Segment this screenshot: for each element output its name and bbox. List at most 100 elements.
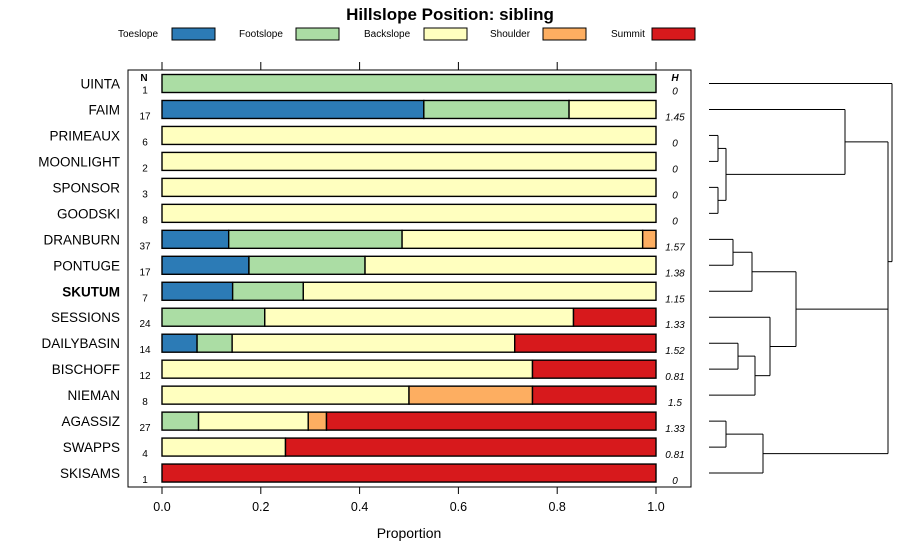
bar-segment-dranburn-footslope [227,229,403,250]
legend-label-shoulder: Shoulder [490,29,531,40]
bar-segment-moonlight-backslope [161,151,657,172]
h-value-goodski: 0 [672,216,678,227]
n-value-dailybasin: 14 [139,345,151,356]
row-label-sessions: SESSIONS [51,310,120,325]
bar-segment-sessions-backslope [264,307,575,327]
legend-swatch-backslope [423,27,468,41]
row-label-skutum: SKUTUM [62,284,120,299]
bar-segment-sessions-footslope [161,307,266,327]
x-axis: 0.0 0.2 0.4 0.6 0.8 1.0 [153,487,665,514]
bar-segment-sessions-summit [572,307,657,327]
legend-swatch-toeslope [171,27,216,41]
bar-segment-dailybasin-footslope [196,333,233,353]
top-axis-ticks [161,62,657,70]
n-value-sponsor: 3 [142,189,148,200]
legend-swatch-footslope [295,27,340,41]
n-value-agassiz: 27 [139,423,151,434]
bar-segment-bischoff-summit [531,359,657,379]
row-label-bischoff: BISCHOFF [52,362,120,377]
bar-segment-dailybasin-summit [514,333,657,353]
n-value-moonlight: 2 [142,163,148,174]
plot-panel [127,69,692,488]
bar-segment-faim-footslope [423,99,570,120]
bar-segment-dranburn-shoulder [641,229,657,250]
bar-segment-nieman-shoulder [408,385,534,405]
legend-swatch-shoulder [542,27,587,41]
n-value-goodski: 8 [142,215,148,226]
n-value-uinta: 1 [142,86,148,97]
row-labels: UINTA FAIM PRIMEAUX MOONLIGHT SPONSOR GOODSKI… [38,77,120,482]
bars [161,73,657,483]
x-tick-label: 0.8 [549,500,566,514]
row-label-dailybasin: DAILYBASIN [41,336,120,351]
h-column-header: H [671,73,679,84]
h-value-skisams: 0 [672,476,678,487]
bar-segment-dranburn-backslope [401,229,644,250]
h-value-nieman: 1.5 [668,398,682,409]
row-label-pontuge: PONTUGE [53,258,120,273]
bar-segment-pontuge-footslope [248,255,366,275]
n-value-skutum: 7 [142,293,148,304]
bar-segment-goodski-backslope [161,203,657,224]
n-value-nieman: 8 [142,397,148,408]
bar-segment-agassiz-backslope [197,411,309,431]
bar-segment-faim-backslope [568,99,657,120]
h-labels: 0 1.45 0 0 0 0 1.57 1.38 1.15 1.33 1.52 0.81 1.5 1.33… [665,87,685,488]
legend-label-backslope: Backslope [364,29,411,40]
x-tick-label: 0.6 [450,500,467,514]
h-value-bischoff: 0.81 [665,372,684,383]
n-value-pontuge: 17 [139,267,151,278]
h-value-pontuge: 1.38 [665,268,685,279]
h-value-faim: 1.45 [665,112,685,123]
dendrogram [709,83,893,474]
h-value-skutum: 1.15 [665,294,685,305]
row-label-goodski: GOODSKI [57,206,120,221]
n-value-bischoff: 12 [139,371,151,382]
legend-swatch-summit [651,27,696,41]
h-value-agassiz: 1.33 [665,424,685,435]
h-value-dailybasin: 1.52 [665,346,685,357]
bar-segment-nieman-backslope [161,385,410,405]
bar-segment-dailybasin-toeslope [161,333,198,353]
x-tick-label: 0.4 [351,500,368,514]
row-label-uinta: UINTA [81,77,121,92]
legend-label-summit: Summit [611,29,645,40]
row-label-nieman: NIEMAN [67,388,120,403]
bar-segment-skutum-backslope [302,281,657,301]
n-value-primeaux: 6 [142,137,148,148]
bar-segment-nieman-summit [531,385,657,405]
h-value-primeaux: 0 [672,138,678,149]
x-tick-label: 1.0 [647,500,664,514]
row-label-swapps: SWAPPS [63,440,120,455]
row-label-skisams: SKISAMS [60,466,120,481]
bar-segment-swapps-backslope [161,437,287,457]
h-value-dranburn: 1.57 [665,242,685,253]
n-value-dranburn: 37 [139,241,151,252]
n-value-faim: 17 [139,111,151,122]
row-label-sponsor: SPONSOR [52,180,120,195]
row-label-agassiz: AGASSIZ [61,414,120,429]
bar-segment-dranburn-toeslope [161,229,230,250]
bar-segment-agassiz-footslope [161,411,200,431]
chart-title: Hillslope Position: sibling [346,5,554,24]
bar-segment-skisams-summit [161,463,657,483]
row-label-moonlight: MOONLIGHT [38,154,120,169]
bar-segment-bischoff-backslope [161,359,534,379]
x-axis-title: Proportion [377,525,442,541]
bar-segment-faim-toeslope [161,99,425,120]
bar-segment-pontuge-toeslope [161,255,250,275]
row-label-dranburn: DRANBURN [43,232,120,247]
bar-segment-sponsor-backslope [161,177,657,198]
legend-label-footslope: Footslope [239,29,283,40]
row-label-faim: FAIM [88,102,120,117]
legend-label-toeslope: Toeslope [118,29,158,40]
bar-segment-skutum-footslope [231,281,304,301]
n-column-header: N [140,73,147,84]
bar-segment-primeaux-backslope [161,125,657,146]
bar-segment-agassiz-summit [325,411,657,431]
legend: Toeslope Footslope Backslope Shoulder Summit [118,27,696,41]
h-value-uinta: 0 [672,87,678,98]
h-value-swapps: 0.81 [665,450,684,461]
n-value-swapps: 4 [142,449,148,460]
